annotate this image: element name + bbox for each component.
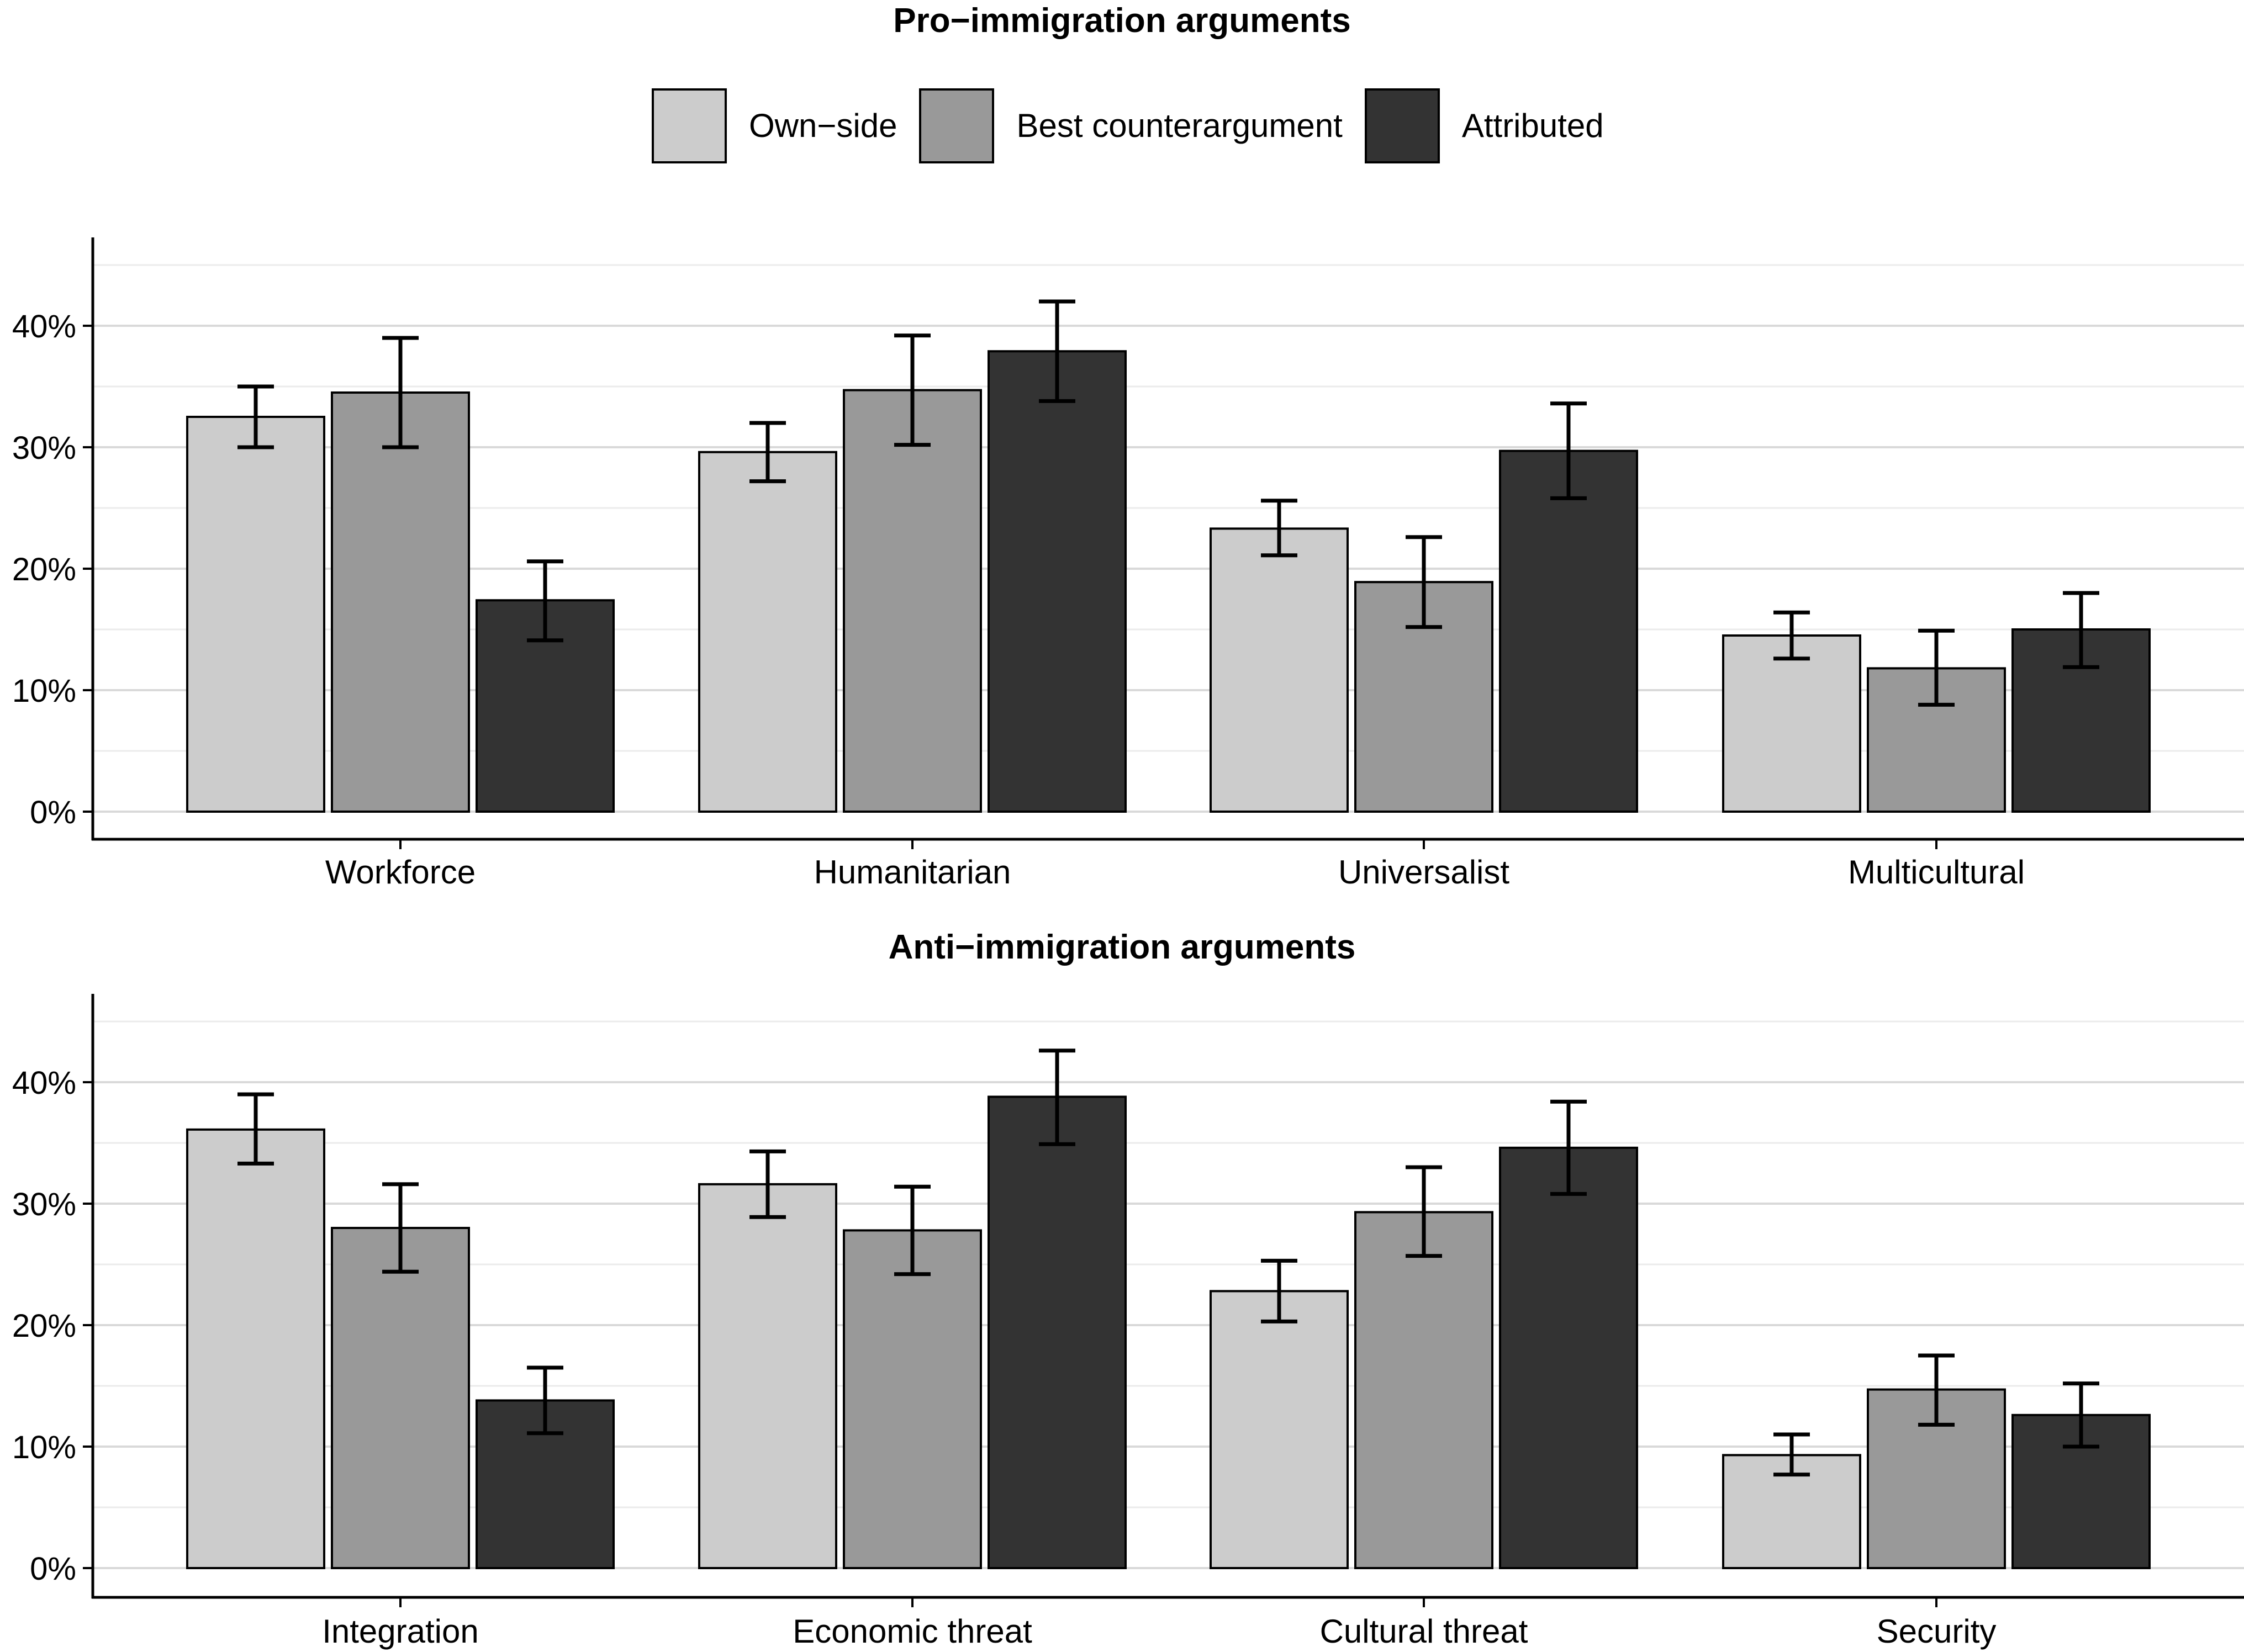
x-tick-label-pro: Universalist bbox=[1338, 854, 1509, 891]
x-tick-label-pro: Multicultural bbox=[1848, 854, 2025, 891]
bar-pro bbox=[1722, 634, 1861, 813]
legend-item-best-counterargument: Best counterargument bbox=[919, 88, 1343, 163]
bar-anti bbox=[698, 1183, 837, 1570]
bar-pro bbox=[843, 389, 982, 813]
y-tick-label-anti: 10% bbox=[12, 1429, 76, 1465]
y-tick-label-pro: 10% bbox=[12, 673, 76, 709]
x-tick-label-pro: Humanitarian bbox=[814, 854, 1011, 891]
y-tick-label-anti: 0% bbox=[30, 1551, 76, 1587]
y-tick-label-anti: 40% bbox=[12, 1065, 76, 1101]
bar-anti bbox=[843, 1229, 982, 1569]
y-tick-label-pro: 20% bbox=[12, 552, 76, 587]
bar-pro bbox=[186, 416, 325, 813]
y-tick-label-pro: 0% bbox=[30, 795, 76, 830]
legend-label-attributed: Attributed bbox=[1461, 107, 1604, 144]
bar-pro bbox=[1354, 581, 1493, 813]
x-tick-label-anti: Cultural threat bbox=[1320, 1613, 1528, 1650]
bar-anti bbox=[988, 1095, 1127, 1569]
x-tick-label-anti: Economic threat bbox=[793, 1613, 1032, 1650]
bar-anti bbox=[331, 1227, 470, 1569]
bar-anti bbox=[1210, 1290, 1349, 1569]
y-tick-label-anti: 30% bbox=[12, 1187, 76, 1222]
y-tick-label-pro: 30% bbox=[12, 430, 76, 466]
bar-pro bbox=[698, 451, 837, 813]
y-tick-label-anti: 20% bbox=[12, 1308, 76, 1344]
x-tick-label-anti: Integration bbox=[322, 1613, 479, 1650]
bar-pro bbox=[331, 391, 470, 813]
legend-swatch-own-side bbox=[652, 88, 727, 163]
legend: Own−side Best counterargument Attributed bbox=[652, 86, 1626, 166]
bar-anti bbox=[1499, 1146, 1638, 1570]
bar-pro bbox=[1210, 527, 1349, 813]
legend-swatch-best-counterargument bbox=[919, 88, 995, 163]
chart-title-pro: Pro−immigration arguments bbox=[893, 2, 1351, 40]
x-tick-label-anti: Security bbox=[1877, 1613, 1997, 1650]
chart-title-anti: Anti−immigration arguments bbox=[888, 928, 1356, 966]
x-tick-label-pro: Workforce bbox=[325, 854, 476, 891]
bar-anti bbox=[186, 1128, 325, 1570]
legend-item-attributed: Attributed bbox=[1364, 88, 1604, 163]
bar-anti bbox=[1354, 1211, 1493, 1569]
bar-pro bbox=[988, 350, 1127, 813]
legend-swatch-attributed bbox=[1364, 88, 1440, 163]
legend-label-best-counterargument: Best counterargument bbox=[1016, 107, 1343, 144]
legend-label-own-side: Own−side bbox=[749, 107, 897, 144]
bar-pro bbox=[1499, 449, 1638, 813]
y-tick-label-pro: 40% bbox=[12, 309, 76, 345]
legend-item-own-side: Own−side bbox=[652, 88, 897, 163]
